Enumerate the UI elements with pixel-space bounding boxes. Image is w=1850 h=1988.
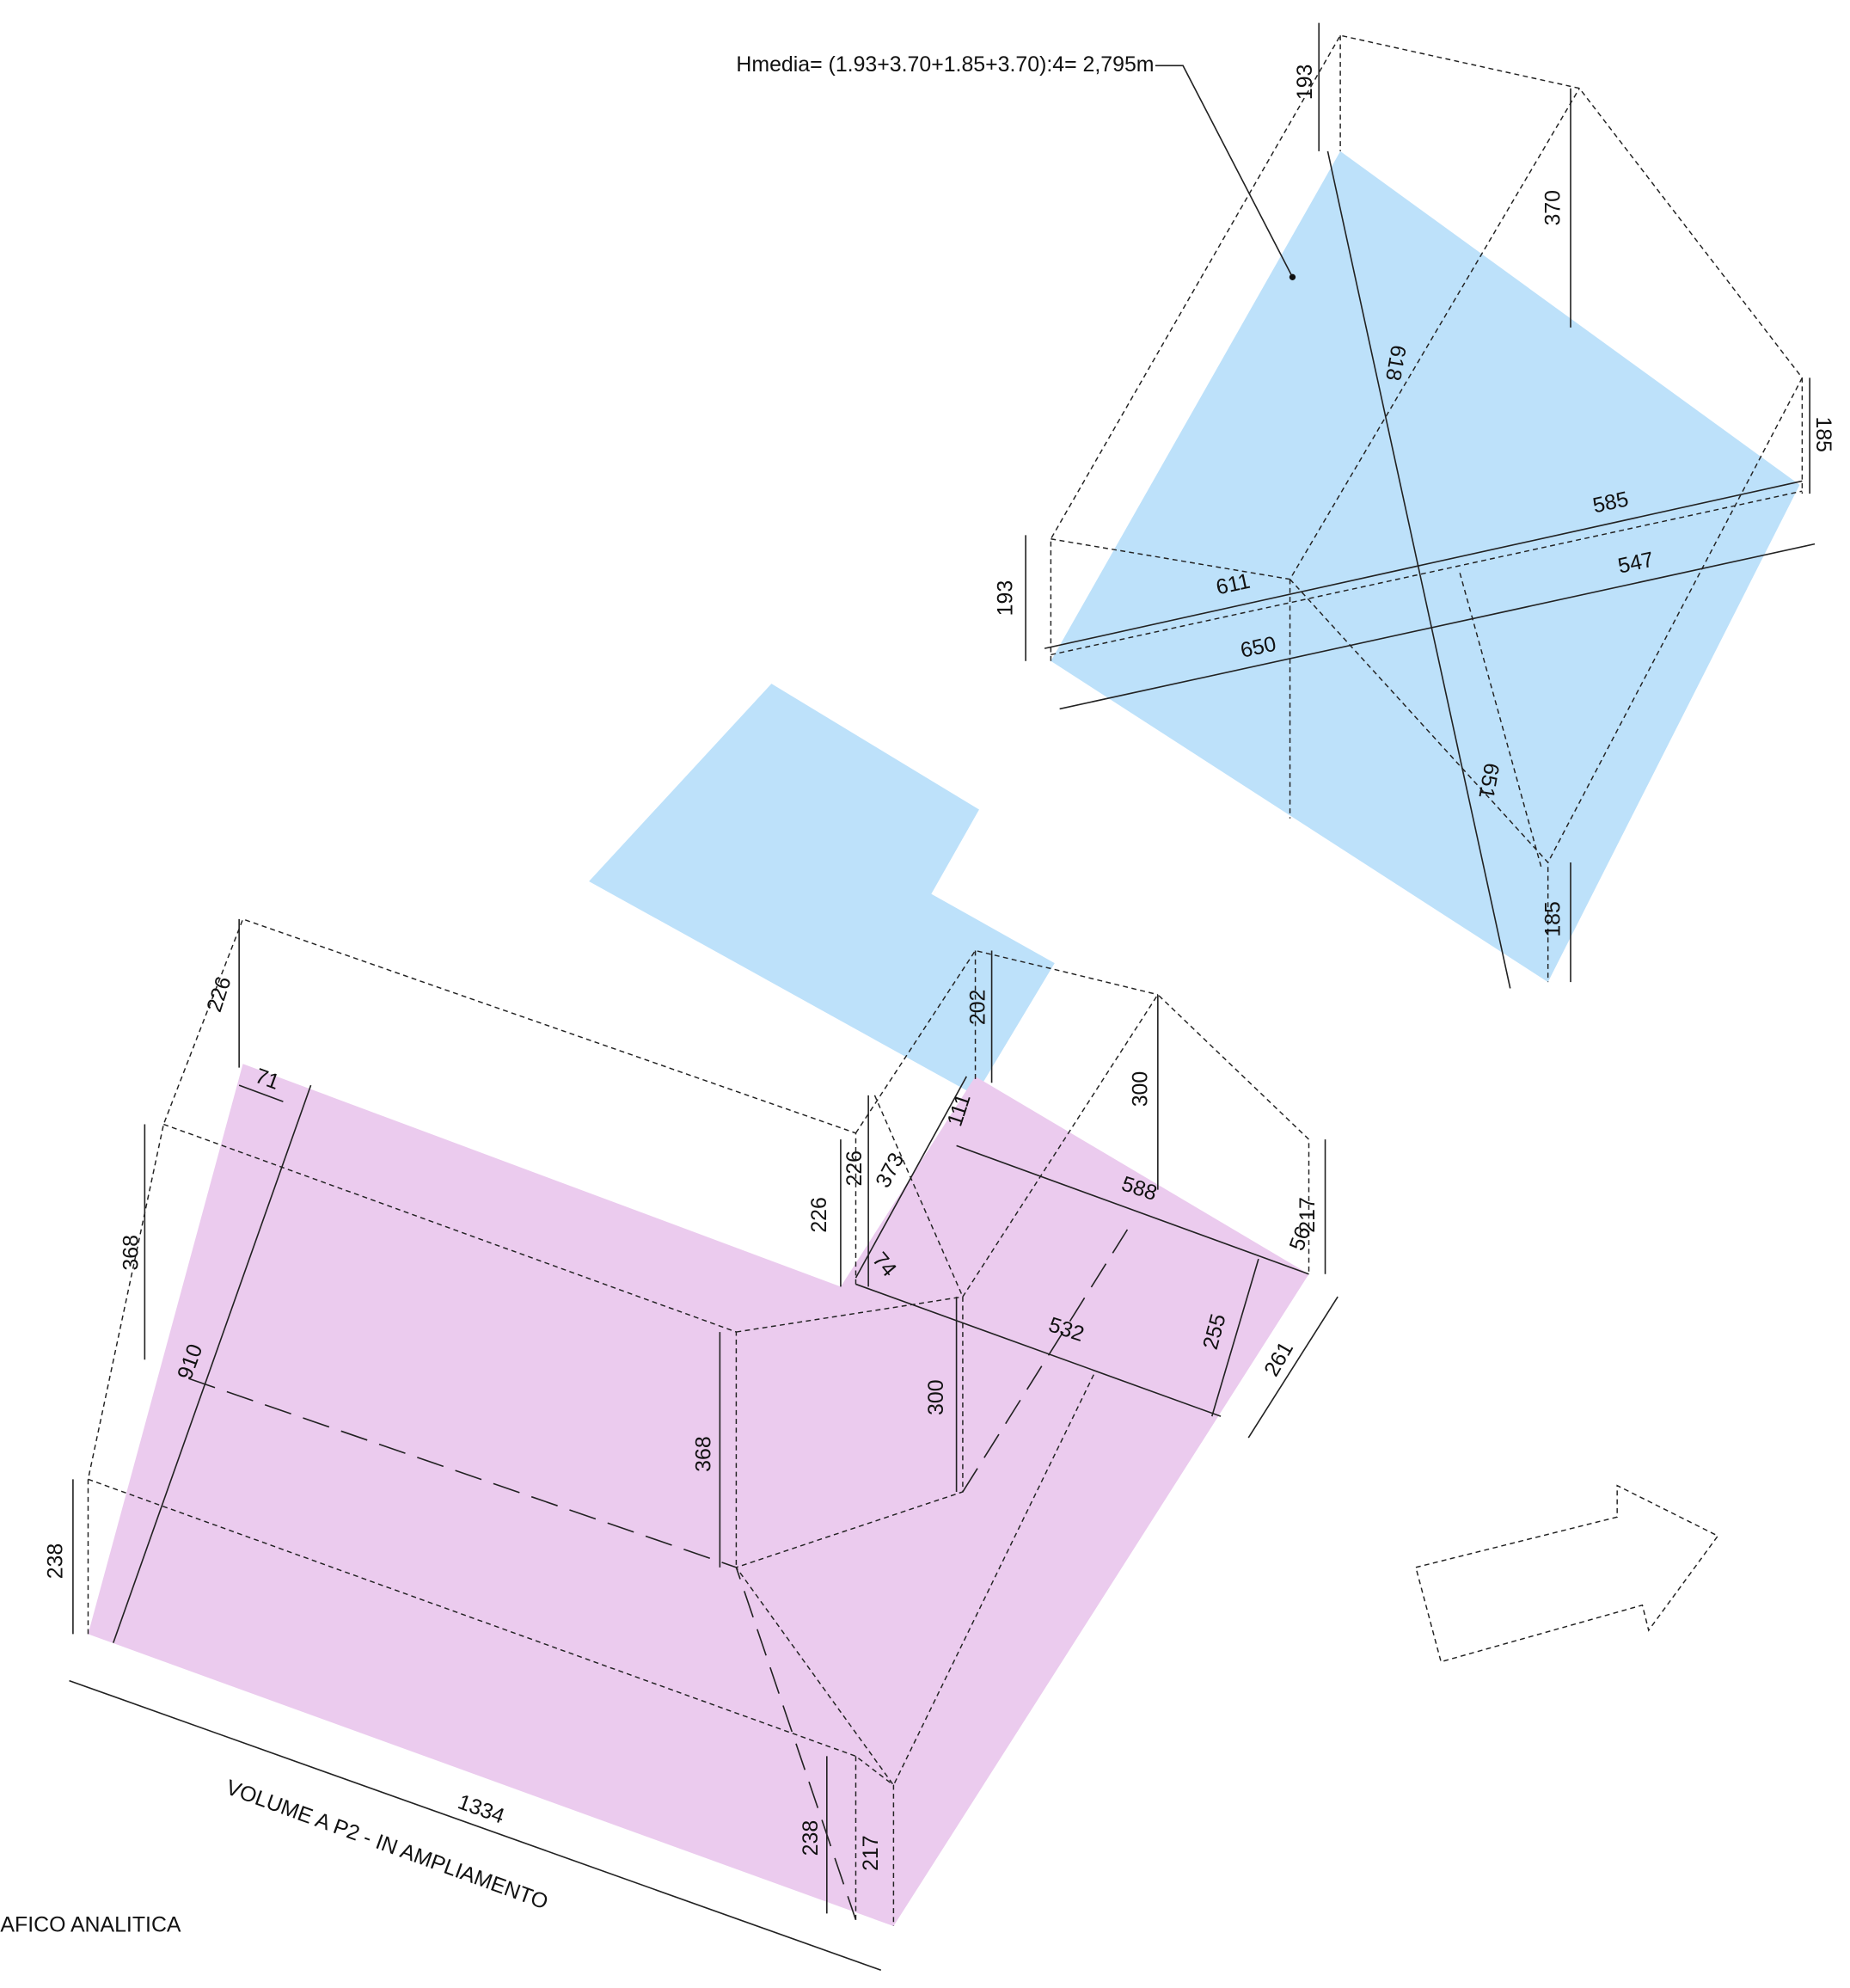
dimension-label: 185 [1811,417,1835,453]
area-blue [1051,150,1800,983]
dimension-label: 368 [691,1436,715,1472]
dimension-label: 261 [1259,1338,1298,1381]
dimension-label: 226 [842,1150,867,1187]
dimension-label: 217 [1296,1197,1320,1233]
annotation: Hmedia= (1.93+3.70+1.85+3.70):4= 2,795m [736,52,1154,77]
area-pink [88,1064,1309,1927]
dimension-label: 226 [807,1197,831,1233]
leader [1155,64,1294,278]
dimension-label: 238 [799,1820,823,1856]
dimension-label: 238 [43,1543,67,1580]
dimension-label: 370 [1541,190,1565,226]
dimension-label: 185 [1541,901,1565,937]
area-blue-small [589,684,1055,1095]
wireframe [87,34,1804,1927]
dimension-label: 202 [966,990,990,1026]
dimension-label: 368 [119,1235,143,1271]
dimension-label: 193 [994,580,1018,617]
dimension-label: 300 [924,1379,948,1415]
dimension-label: 373 [871,1149,909,1192]
dimension-label: 217 [859,1835,883,1871]
volume-label: VOLUME A P2 - IN AMPLIAMENTO [223,1776,551,1915]
north-arrow [1415,1484,1719,1663]
dimension-label: 226 [202,973,236,1015]
footer-title: RAFICO ANALITICA [0,1913,181,1937]
dimension-label: 1334 [455,1789,508,1828]
dimension-label: 193 [1293,64,1317,101]
dimension-lines [69,22,1816,1972]
leader-dot [1289,273,1296,280]
dimension-label: 300 [1128,1071,1152,1108]
